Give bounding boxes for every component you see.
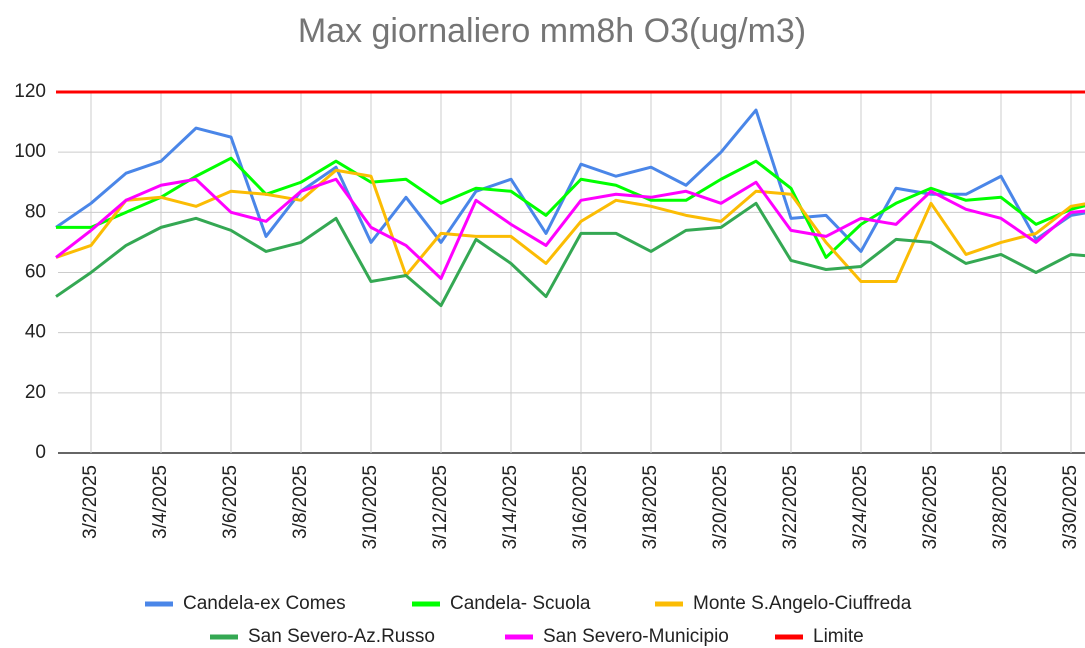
legend-label: San Severo-Az.Russo xyxy=(248,626,435,647)
y-tick-label: 80 xyxy=(25,201,46,222)
series-line xyxy=(56,156,1085,259)
y-tick-label: 100 xyxy=(14,141,46,162)
x-tick-label: 3/8/2025 xyxy=(290,465,311,539)
x-tick-label: 3/10/2025 xyxy=(360,465,381,550)
x-tick-label: 3/12/2025 xyxy=(430,465,451,550)
series-line xyxy=(55,201,1085,308)
x-tick-label: 3/16/2025 xyxy=(570,465,591,550)
x-tick-label: 3/18/2025 xyxy=(640,465,661,550)
series-line xyxy=(55,177,1085,281)
y-tick-label: 0 xyxy=(35,442,46,463)
x-tick-label: 3/6/2025 xyxy=(220,465,241,539)
labels: 0 20 40 60 80 100 120 3/2/2025 3/4/2025 3/6/2025 3… xyxy=(14,81,1081,647)
legend-label: Candela- Scuola xyxy=(450,593,591,614)
grid xyxy=(58,91,1085,454)
x-tick-label: 3/26/2025 xyxy=(920,465,941,550)
x-tick-label: 3/2/2025 xyxy=(80,465,101,539)
x-tick-label: 3/14/2025 xyxy=(500,465,521,550)
x-tick-label: 3/22/2025 xyxy=(780,465,801,550)
legend-label: Monte S.Angelo-Ciuffreda xyxy=(693,593,912,614)
x-tick-label: 3/20/2025 xyxy=(710,465,731,550)
y-tick-label: 40 xyxy=(25,322,46,343)
y-tick-label: 60 xyxy=(25,262,46,283)
chart-title: Max giornaliero mm8h O3(ug/m3) xyxy=(298,12,806,50)
series-line xyxy=(55,168,1085,284)
y-tick-label: 120 xyxy=(14,81,46,102)
x-tick-label: 3/4/2025 xyxy=(150,465,171,539)
x-tick-label: 3/30/2025 xyxy=(1060,465,1081,550)
legend-label: San Severo-Municipio xyxy=(543,626,729,647)
y-tick-label: 20 xyxy=(25,382,46,403)
legend-label: Candela-ex Comes xyxy=(183,593,346,614)
series-line xyxy=(55,108,1085,253)
plot xyxy=(55,90,1085,308)
legend-label: Limite xyxy=(813,626,864,647)
x-tick-label: 3/28/2025 xyxy=(990,465,1011,550)
x-tick-label: 3/24/2025 xyxy=(850,465,871,550)
